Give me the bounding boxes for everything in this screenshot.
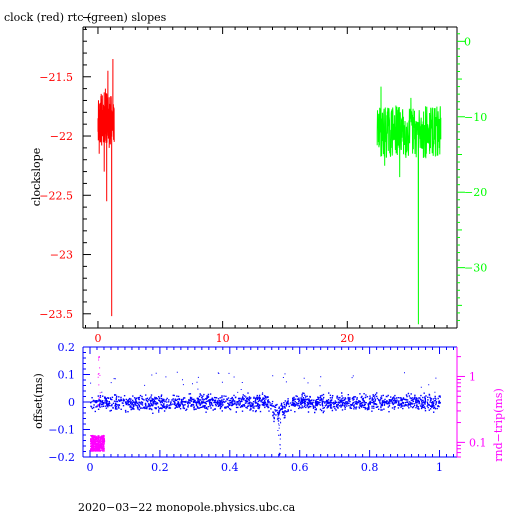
top-y-tick-label: −21.5 <box>39 71 73 84</box>
footer-label: 2020−03−22 monopole.physics.ubc.ca <box>78 501 296 512</box>
bottom-x-tick-label: 0.2 <box>151 461 169 474</box>
bottom-y-tick-label: 0.1 <box>58 369 76 382</box>
bottom-chart-plot <box>90 356 441 456</box>
top-chart-ylabel: clockslope <box>30 148 43 206</box>
bottom-chart-ylabel: offset(ms) <box>32 373 45 429</box>
bottom-x-tick-label: 0.8 <box>361 461 379 474</box>
bottom-chart-axes: 0 0.2 0.4 0.6 0.8 1 0.2 0.1 0 −0.1 −0.2 1 0.1 <box>48 341 486 474</box>
top-chart-title: clock (red) rtc (green) slopes <box>4 11 167 24</box>
top-y2-tick-label: −10 <box>464 111 487 124</box>
top-x-tick-label: 0 <box>94 332 101 345</box>
offset-series <box>90 371 441 456</box>
rtc-slope-series <box>376 86 442 325</box>
top-y-tick-label: −23 <box>50 249 73 262</box>
bottom-y-tick-label: 0 <box>68 396 75 409</box>
top-y-tick-label: −22.5 <box>39 189 73 202</box>
top-x-tick-label: 10 <box>216 332 230 345</box>
top-y2-tick-label: −30 <box>464 262 487 275</box>
bottom-x-tick-label: 0.6 <box>291 461 309 474</box>
top-y-tick-label: −23.5 <box>39 308 73 321</box>
bottom-x-tick-label: 0.4 <box>221 461 239 474</box>
bottom-y2-tick-label: 1 <box>469 370 476 383</box>
bottom-y-tick-label: 0.2 <box>58 341 76 354</box>
top-chart-axes: 0 10 20 −21.5 −22 −22.5 −23 −23.5 0 −10 −20 −30 <box>39 17 487 345</box>
top-chart-plot <box>97 58 442 325</box>
bottom-x-tick-label: 1 <box>436 461 443 474</box>
top-y2-tick-label: 0 <box>464 35 471 48</box>
round-trip-series <box>90 356 106 452</box>
top-x-tick-label: 20 <box>340 332 354 345</box>
bottom-y-tick-label: −0.2 <box>48 451 75 464</box>
bottom-y2-tick-label: 0.1 <box>469 436 487 449</box>
bottom-x-tick-label: 0 <box>86 461 93 474</box>
top-y-tick-label: −22 <box>50 130 73 143</box>
bottom-chart-y2label: rnd−trip(ms) <box>492 388 505 462</box>
bottom-y-tick-label: −0.1 <box>48 424 75 437</box>
top-y2-tick-label: −20 <box>464 186 487 199</box>
clock-slope-series <box>97 58 115 317</box>
